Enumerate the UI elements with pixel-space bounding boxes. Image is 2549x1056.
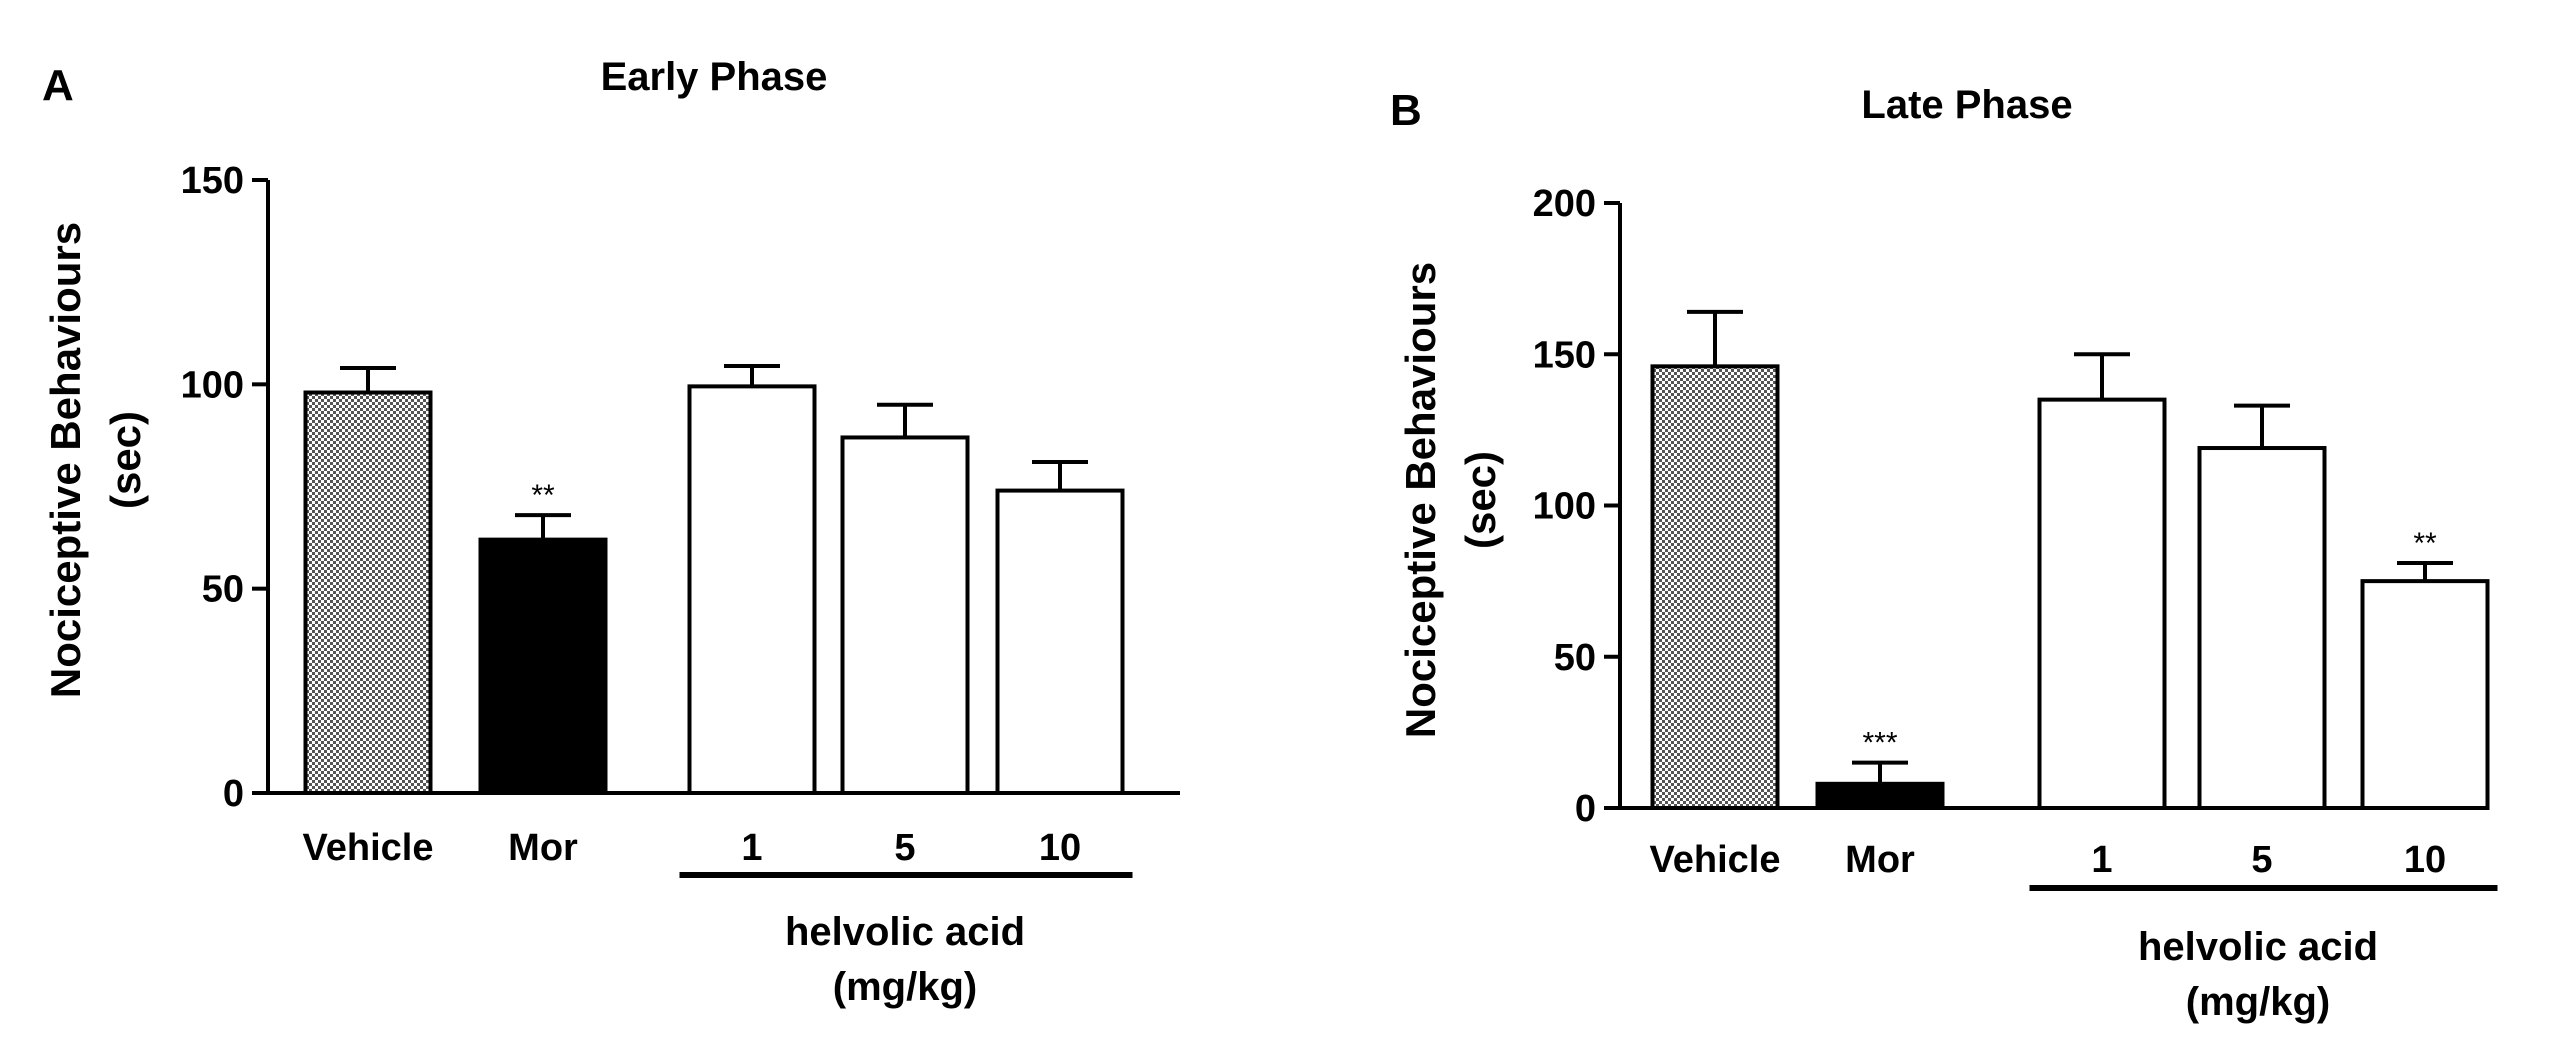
panel-b-ylabel-line1: Nociceptive Behaviours [1397,262,1444,738]
panel-a-ylabel-line1: Nociceptive Behaviours [42,222,89,698]
panel-a: A Early Phase Nociceptive Behaviours (se… [42,55,1180,1009]
panel-b-y-tick-label: 200 [1533,183,1596,225]
panel-b-bar [2197,446,2327,810]
panel-b-title: Late Phase [1861,83,2072,127]
panel-b-plot: 0 50 100 150 200 Vehicle Mor *** 1 5 10 ** [1533,183,2498,891]
panel-a-bar [478,537,608,795]
panel-b: B Late Phase Nociceptive Behaviours (sec… [1390,83,2498,1024]
panel-a-letter: A [42,61,74,110]
panel-b-ylabel-line2: (sec) [1457,451,1504,549]
panel-a-significance-marker: ** [531,479,555,512]
panel-b-y-tick-label: 0 [1575,788,1596,830]
panel-b-group-label-line2: (mg/kg) [2186,980,2330,1024]
panel-a-category-label: Mor [508,827,578,869]
panel-b-group-label-line1: helvolic acid [2138,925,2378,969]
panel-a-category-label: 10 [1039,827,1081,869]
panel-b-y-tick-label: 150 [1533,334,1596,376]
panel-b-bar [1650,364,1780,810]
panel-b-y-tick-label: 100 [1533,486,1596,528]
panel-a-category-label: Vehicle [303,827,434,869]
panel-a-ylabel-line2: (sec) [102,411,149,509]
panel-b-significance-marker: *** [1862,727,1897,760]
panel-a-bar [687,384,817,795]
panel-a-plot: 0 50 100 150 Vehicle Mor ** 1 5 10 [181,160,1180,878]
panel-b-bar [2037,397,2167,810]
panel-a-y-tick-label: 50 [202,569,244,611]
panel-a-category-label: 5 [894,827,915,869]
panel-b-y-tick-label: 50 [1554,637,1596,679]
panel-a-y-tick-label: 100 [181,364,244,406]
panel-b-category-label: 10 [2404,839,2446,881]
panel-a-bar [840,435,970,795]
panel-a-category-label: 1 [741,827,762,869]
panel-b-bar [1815,781,1945,810]
panel-b-category-label: 1 [2091,839,2112,881]
panel-a-y-tick-label: 150 [181,160,244,202]
panel-a-bar [303,390,433,795]
panel-b-category-label: 5 [2251,839,2272,881]
panel-a-y-tick-label: 0 [223,773,244,815]
panel-a-bar [995,488,1125,795]
panel-a-group-label-line2: (mg/kg) [833,965,977,1009]
panel-b-category-label: Mor [1845,839,1915,881]
panel-a-group-label-line1: helvolic acid [785,910,1025,954]
panel-b-letter: B [1390,86,1422,135]
panel-b-bar [2360,579,2490,810]
panel-a-title: Early Phase [601,55,828,99]
panel-b-category-label: Vehicle [1650,839,1781,881]
panel-b-significance-marker: ** [2413,527,2437,560]
